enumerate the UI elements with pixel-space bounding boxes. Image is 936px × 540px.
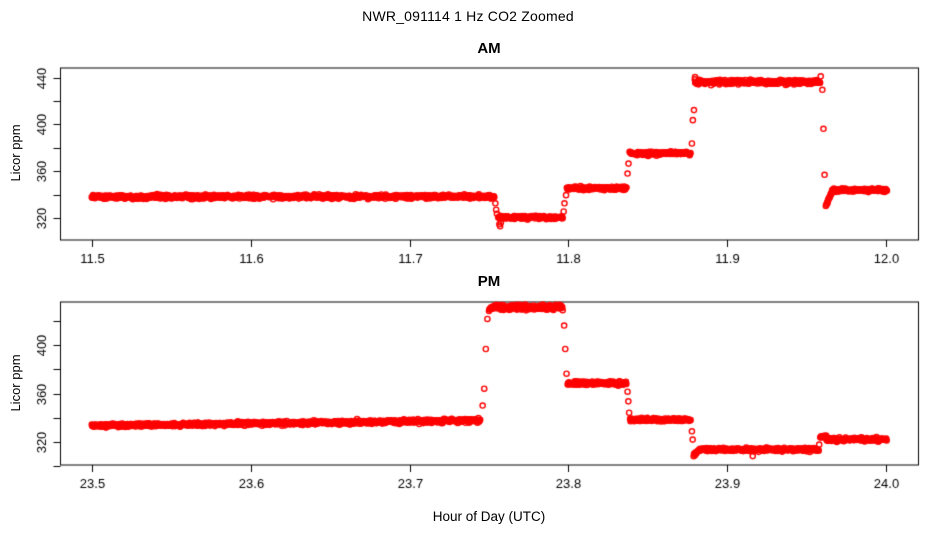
panel-title-am: AM bbox=[477, 40, 501, 57]
y-axis-label-am: Licor ppm bbox=[8, 124, 23, 182]
main-title: NWR_091114 1 Hz CO2 Zoomed bbox=[362, 8, 574, 24]
panel-title-pm: PM bbox=[477, 273, 501, 290]
y-axis-label-pm: Licor ppm bbox=[8, 354, 23, 412]
x-axis-label: Hour of Day (UTC) bbox=[432, 509, 546, 524]
